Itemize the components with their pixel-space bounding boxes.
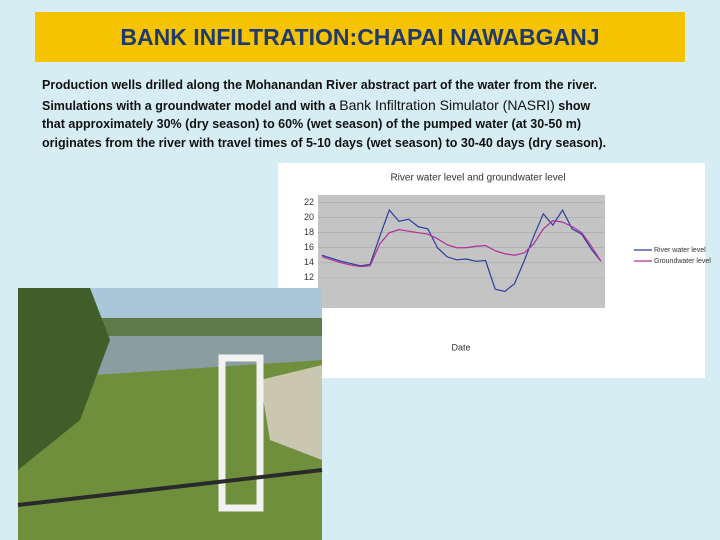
text: Bank Infiltration Simulator (NASRI)	[339, 97, 555, 113]
series-line	[321, 219, 602, 268]
y-tick-label: 16	[304, 242, 314, 252]
x-axis-label: Date	[451, 342, 470, 352]
paragraph-line: Simulations with a groundwater model and…	[42, 97, 590, 113]
paragraph-line: originates from the river with travel ti…	[42, 136, 606, 150]
text: originates from the river with travel ti…	[42, 136, 607, 150]
plot-area	[318, 195, 605, 308]
text: show	[554, 99, 591, 113]
paragraph-line: that approximately 30% (dry season) to 6…	[42, 117, 581, 131]
text: that approximately 30% (dry season) to 6…	[42, 117, 582, 131]
y-tick-label: 12	[304, 272, 314, 282]
y-tick-label: 22	[304, 197, 314, 207]
text: Simulations with a groundwater model and…	[42, 99, 340, 113]
paragraph-line: Production wells drilled along the Mohan…	[42, 78, 597, 92]
railing	[17, 468, 323, 507]
tree	[18, 288, 110, 470]
well-frame	[218, 354, 264, 512]
photo	[17, 288, 323, 540]
y-tick-label: 14	[304, 257, 314, 267]
chart-title: River water level and groundwater level	[390, 173, 565, 184]
path	[260, 365, 322, 460]
legend-label: River water level	[654, 247, 706, 254]
legend-label: Groundwater level	[654, 258, 711, 265]
y-tick-label: 18	[304, 227, 314, 237]
y-tick-label: 20	[304, 212, 314, 222]
text: Production wells drilled along the Mohan…	[42, 78, 597, 92]
series-line	[321, 208, 602, 293]
chart: 12 14 16 18 20 22 River water level Groundwater…	[304, 197, 711, 293]
slide-title: BANK INFILTRATION:CHAPAI NAWABGANJ	[35, 12, 685, 62]
